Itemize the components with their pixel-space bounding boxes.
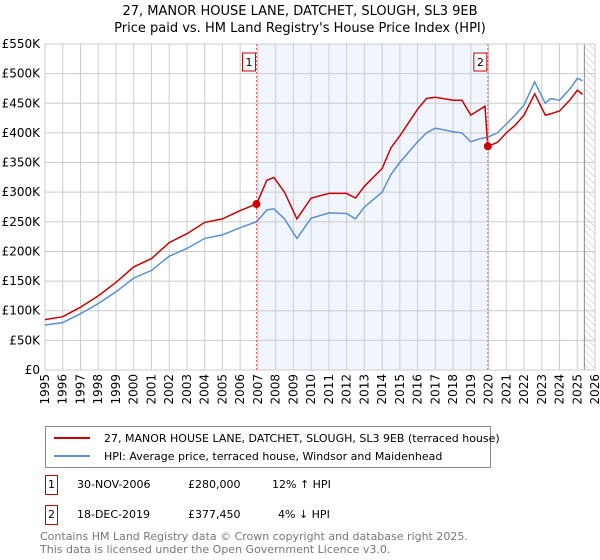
legend-swatch-price [54,437,90,439]
y-tick-label: £200K [2,244,42,258]
x-tick-label: 2006 [233,374,247,405]
x-tick-label: 2013 [357,374,371,405]
x-tick-label: 2002 [162,374,176,405]
y-tick-label: £550K [2,37,42,51]
footer-line1: Contains HM Land Registry data © Crown c… [40,530,468,543]
series-line [44,77,583,326]
x-tick-label: 2009 [286,374,300,405]
legend: 27, MANOR HOUSE LANE, DATCHET, SLOUGH, S… [45,426,500,468]
transaction-price: £377,450 [188,508,241,521]
transaction-date: 18-DEC-2019 [77,508,151,521]
x-tick-label: 2003 [180,374,194,405]
x-tick-label: 2018 [446,374,460,405]
chart-plot: 1995 1996 1997 1998 1999 2000 2001 2002 2003 2004… [2,37,600,405]
x-tick-label: 2014 [375,374,389,405]
legend-swatch-hpi [54,455,90,457]
x-tick-label: 2012 [340,374,354,405]
sale-badge-label: 2 [477,56,484,69]
y-tick-label: £250K [2,215,42,229]
x-tick-label: 1997 [73,374,87,405]
x-tick-label: 2007 [251,374,265,405]
legend-price-label: 27, MANOR HOUSE LANE, DATCHET, SLOUGH, S… [104,431,500,445]
y-tick-label: £400K [2,126,42,140]
transaction-badge: 2 [45,505,58,525]
sale-point [483,142,492,151]
x-tick-label: 2000 [127,374,141,405]
y-tick-label: £500K [2,67,42,81]
transaction-badge: 1 [45,475,58,495]
x-tick-label: 1995 [38,374,52,405]
x-tick-label: 1996 [56,374,70,405]
y-tick-label: £450K [2,96,42,110]
x-tick-label: 2024 [553,374,567,405]
sale-period-shade [256,44,488,370]
x-tick-label: 2008 [269,374,283,405]
sale-badge-label: 1 [245,56,252,69]
x-tick-label: 2022 [517,374,531,405]
series-line [44,89,584,321]
chart-subtitle: Price paid vs. HM Land Registry's House … [114,21,486,36]
y-tick-label: £150K [2,274,42,288]
y-tick-label: £350K [2,156,42,170]
chart-title: 27, MANOR HOUSE LANE, DATCHET, SLOUGH, S… [122,4,478,19]
x-tick-label: 2001 [144,374,158,405]
transaction-date: 30-NOV-2006 [77,478,151,491]
y-tick-label: £50K [9,333,41,347]
x-tick-label: 1998 [91,374,105,405]
y-tick-label: £300K [2,185,42,199]
y-tick-label: £100K [2,304,42,318]
transaction-hpi: 4% ↓ HPI [278,508,330,521]
sale-badge [473,52,488,72]
x-tick-label: 2025 [570,374,584,405]
sale-point [252,200,261,209]
x-tick-label: 2015 [393,374,407,405]
transaction-hpi: 12% ↑ HPI [272,478,331,491]
x-tick-label: 1999 [109,374,123,405]
y-tick-label: £0 [25,363,40,377]
x-tick-label: 2010 [304,374,318,405]
x-tick-label: 2011 [322,374,336,405]
transaction-price: £280,000 [188,478,241,491]
footer-line2: This data is licensed under the Open Gov… [40,543,391,556]
x-tick-label: 2020 [482,374,496,405]
x-tick-label: 2005 [215,374,229,405]
sale-badge [241,52,256,72]
x-tick-label: 2016 [411,374,425,405]
x-tick-label: 2017 [428,374,442,405]
x-tick-label: 2019 [464,374,478,405]
x-tick-label: 2004 [198,374,212,405]
x-tick-label: 2026 [588,374,600,405]
legend-hpi-label: HPI: Average price, terraced house, Wind… [104,449,443,463]
plot-border [44,43,596,371]
footer: Contains HM Land Registry data © Crown c… [40,530,468,556]
forecast-hatch [584,44,595,370]
x-tick-label: 2023 [535,374,549,405]
x-tick-label: 2021 [499,374,513,405]
